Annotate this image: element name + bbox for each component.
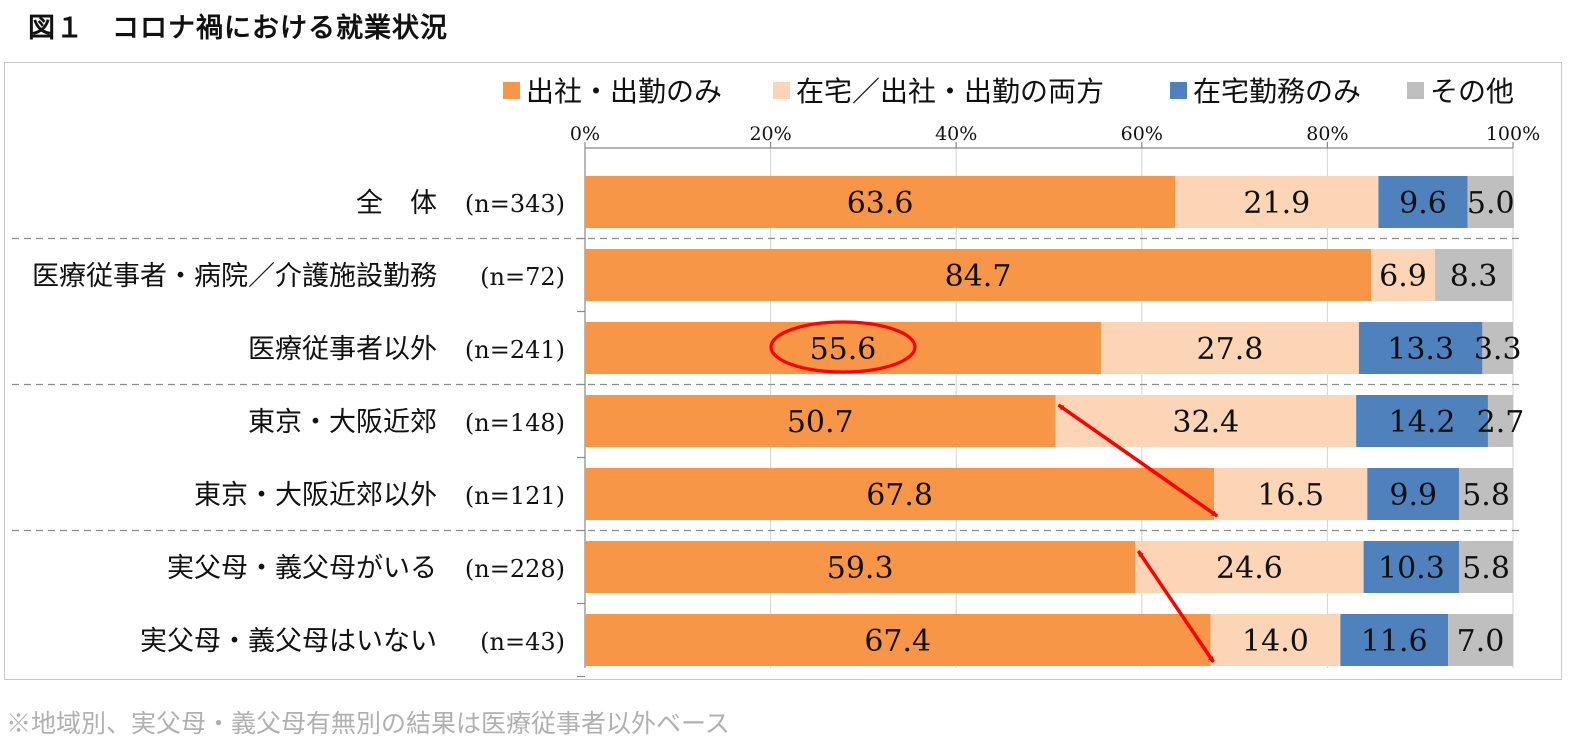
comparison-arrow (1057, 403, 1219, 518)
legend-swatch (503, 82, 520, 99)
bar-segment (1487, 395, 1513, 447)
bars (585, 176, 1514, 666)
bar-segment (585, 249, 1372, 301)
category-label: 実父母・義父母がいる (167, 553, 437, 584)
category-label: 医療従事者・病院／介護施設勤務 (32, 261, 437, 292)
data-label: 9.6 (1399, 186, 1447, 221)
bar-segment (1358, 322, 1483, 374)
x-tick-label: 80% (1306, 123, 1348, 145)
x-tick-label: 0% (570, 123, 600, 145)
bar-segment (1371, 249, 1436, 301)
bar-segment (1210, 614, 1341, 666)
bar-segment (585, 322, 1101, 374)
data-label: 10.3 (1378, 551, 1445, 586)
legend-swatch (773, 82, 790, 99)
x-tick-label: 100% (1486, 123, 1540, 145)
category-n: (n=228) (465, 555, 565, 583)
legend-swatch (1407, 82, 1424, 99)
category-label: 全 体 (356, 188, 437, 219)
data-label: 5.8 (1462, 478, 1510, 513)
category-n: (n=72) (480, 263, 565, 291)
data-label: 5.8 (1462, 551, 1510, 586)
data-label: 21.9 (1243, 186, 1310, 221)
category-n: (n=43) (480, 628, 565, 656)
data-label: 24.6 (1216, 551, 1283, 586)
annotations (769, 320, 1219, 663)
bar-segment (1435, 249, 1513, 301)
data-label: 27.8 (1197, 332, 1264, 367)
chart-frame (4, 62, 1562, 680)
bar-segment (1340, 614, 1449, 666)
legend: 出社・出勤のみ 在宅／出社・出勤の両方 在宅勤務のみ その他 (503, 75, 1514, 108)
data-label: 16.5 (1257, 478, 1324, 513)
category-n: (n=148) (465, 409, 565, 437)
data-label: 14.0 (1242, 624, 1309, 659)
legend-label: 出社・出勤のみ (526, 75, 722, 108)
x-tick-label: 20% (749, 123, 791, 145)
data-label: 67.4 (864, 624, 931, 659)
bar-segment (1448, 614, 1513, 666)
figure-title: 図１ コロナ禍における就業状況 (28, 13, 448, 44)
category-label: 東京・大阪近郊以外 (194, 480, 437, 511)
category-n: (n=343) (465, 190, 565, 218)
bar-segment (1482, 322, 1513, 374)
category-labels: 全 体 (n=343) 医療従事者・病院／介護施設勤務 (n=72) 医療従事者以外 (n… (32, 188, 565, 657)
data-label: 32.4 (1172, 405, 1239, 440)
legend-swatch (1170, 82, 1187, 99)
bar-segment (1100, 322, 1359, 374)
data-label: 9.9 (1389, 478, 1437, 513)
bar-segment (585, 395, 1056, 447)
bar-segment (1378, 176, 1468, 228)
category-label: 医療従事者以外 (248, 334, 437, 365)
category-n: (n=121) (465, 482, 565, 510)
bar-segment (585, 176, 1176, 228)
bar-segment (1459, 468, 1513, 520)
data-label: 63.6 (847, 186, 914, 221)
data-label: 59.3 (827, 551, 894, 586)
bar-segment (1367, 468, 1460, 520)
data-label: 84.7 (945, 259, 1012, 294)
highlight-ellipse (769, 320, 917, 374)
data-label: 3.3 (1474, 332, 1522, 367)
data-label: 50.7 (787, 405, 854, 440)
data-label: 55.6 (810, 332, 877, 367)
bar-segment (1363, 541, 1460, 593)
bar-segment (1356, 395, 1488, 447)
bar-segment (1175, 176, 1379, 228)
legend-label: 在宅勤務のみ (1193, 75, 1361, 108)
bar-segment (1459, 541, 1513, 593)
category-label: 東京・大阪近郊 (248, 407, 437, 438)
category-label: 実父母・義父母はいない (140, 626, 437, 657)
x-axis: 0% 20% 40% 60% 80% 100% (570, 123, 1540, 678)
data-label: 11.6 (1361, 624, 1428, 659)
bar-segment (1467, 176, 1514, 228)
bar-segment (585, 614, 1211, 666)
data-label: 8.3 (1450, 259, 1498, 294)
data-label: 7.0 (1457, 624, 1505, 659)
category-n: (n=241) (465, 336, 565, 364)
legend-label: その他 (1430, 75, 1514, 108)
data-label: 6.9 (1379, 259, 1427, 294)
legend-label: 在宅／出社・出勤の両方 (796, 75, 1104, 108)
comparison-arrow (1136, 550, 1215, 663)
bar-segment (1214, 468, 1368, 520)
footnote: ※地域別、実父母・義父母有無別の結果は医療従事者以外ベース (6, 709, 730, 738)
data-label: 13.3 (1387, 332, 1454, 367)
data-label: 2.7 (1477, 405, 1525, 440)
bar-segment (585, 541, 1136, 593)
x-tick-label: 40% (935, 123, 977, 145)
data-label: 14.2 (1389, 405, 1456, 440)
x-tick-label: 60% (1121, 123, 1163, 145)
data-label: 67.8 (866, 478, 933, 513)
data-label: 5.0 (1467, 186, 1515, 221)
data-labels: 63.6 21.9 9.6 5.0 84.7 6.9 8.3 55.6 27.8 13.3 3.3 5… (787, 186, 1524, 659)
